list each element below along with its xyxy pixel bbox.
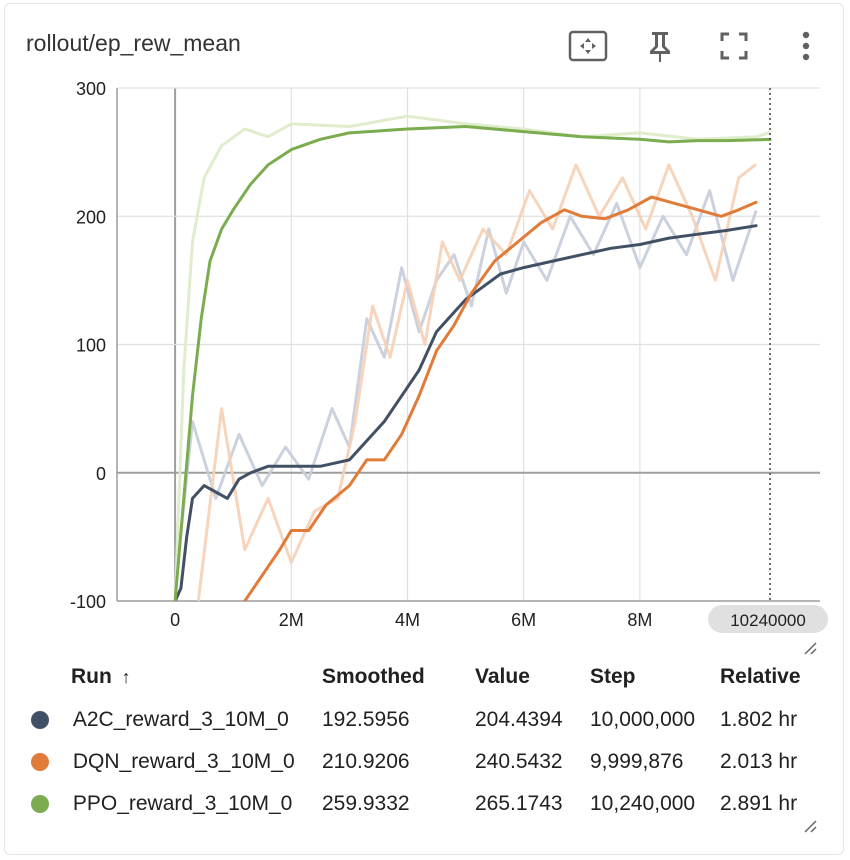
chart-resize-handle[interactable] <box>802 640 818 656</box>
chart-title: rollout/ep_rew_mean <box>26 30 241 56</box>
axes: 0 2M 4M 6M 8M -100 0 100 200 300 <box>70 79 820 630</box>
run-header[interactable]: Run ↑ <box>22 655 322 699</box>
pin-button[interactable] <box>640 26 680 66</box>
step-header[interactable]: Step <box>590 665 636 688</box>
relative-header[interactable]: Relative <box>720 665 801 688</box>
y-tick-label: 200 <box>76 207 106 227</box>
fullscreen-icon <box>720 32 748 60</box>
x-tick-label: 2M <box>279 610 304 630</box>
raw-value: 240.5432 <box>475 750 563 773</box>
run-name: A2C_reward_3_10M_0 <box>72 708 289 731</box>
run-color-dot <box>31 753 49 772</box>
y-tick-label: 0 <box>96 464 106 484</box>
table-row[interactable]: DQN_reward_3_10M_0 210.9206 240.5432 9,9… <box>22 741 820 783</box>
y-tick-label: 300 <box>76 79 106 99</box>
line-chart[interactable]: 0 2M 4M 6M 8M -100 0 100 200 300 10240000 <box>0 0 850 660</box>
table-row[interactable]: PPO_reward_3_10M_0 259.9332 265.1743 10,… <box>22 783 820 825</box>
value-header[interactable]: Value <box>475 665 530 688</box>
fit-domain-icon <box>568 30 608 62</box>
run-name: DQN_reward_3_10M_0 <box>72 750 295 773</box>
sort-arrow-icon: ↑ <box>121 667 131 687</box>
scalar-card <box>4 3 844 855</box>
fit-domain-button[interactable] <box>568 26 608 66</box>
pin-icon <box>650 32 670 62</box>
y-tick-label: 100 <box>76 336 106 356</box>
run-header-label: Run <box>71 665 112 688</box>
hover-step-label: 10240000 <box>730 611 806 630</box>
step-value: 9,999,876 <box>590 750 684 773</box>
more-options-button[interactable] <box>786 26 826 66</box>
run-name: PPO_reward_3_10M_0 <box>72 792 293 815</box>
raw-series-line <box>173 114 771 601</box>
run-color-dot <box>31 795 49 814</box>
hover-overlay: 10240000 <box>708 88 829 633</box>
step-value: 10,000,000 <box>590 708 696 731</box>
raw-series-line <box>173 189 758 589</box>
smoothed-value: 259.9332 <box>322 792 410 815</box>
raw-series-line <box>196 163 758 601</box>
grid <box>117 87 820 602</box>
more-vert-icon <box>802 31 810 61</box>
runs-table: Run ↑ Smoothed Value Step Relative A2C_r… <box>22 655 820 825</box>
smoothed-series-line <box>243 195 758 601</box>
hover-step-badge <box>708 605 829 633</box>
step-value: 10,240,000 <box>590 792 696 815</box>
series-area <box>173 114 772 601</box>
relative-time: 2.891 hr <box>720 792 798 815</box>
raw-value: 204.4394 <box>475 708 563 731</box>
card-resize-handle[interactable] <box>802 818 818 834</box>
smoothed-series-line <box>173 125 772 601</box>
x-tick-label: 0 <box>170 610 180 630</box>
relative-time: 2.013 hr <box>720 750 798 773</box>
smoothed-value: 210.9206 <box>322 750 410 773</box>
x-tick-label: 8M <box>627 610 652 630</box>
smoothed-value: 192.5956 <box>322 708 410 731</box>
fullscreen-button[interactable] <box>714 26 754 66</box>
smoothed-header[interactable]: Smoothed <box>322 665 425 688</box>
table-row[interactable]: A2C_reward_3_10M_0 192.5956 204.4394 10,… <box>22 699 820 741</box>
smoothed-series-line <box>173 224 758 601</box>
raw-value: 265.1743 <box>475 792 563 815</box>
table-header-row: Run ↑ Smoothed Value Step Relative <box>22 655 820 699</box>
relative-time: 1.802 hr <box>720 708 798 731</box>
run-color-dot <box>31 711 49 730</box>
y-tick-label: -100 <box>70 592 106 612</box>
x-tick-label: 4M <box>395 610 420 630</box>
x-tick-label: 6M <box>511 610 536 630</box>
